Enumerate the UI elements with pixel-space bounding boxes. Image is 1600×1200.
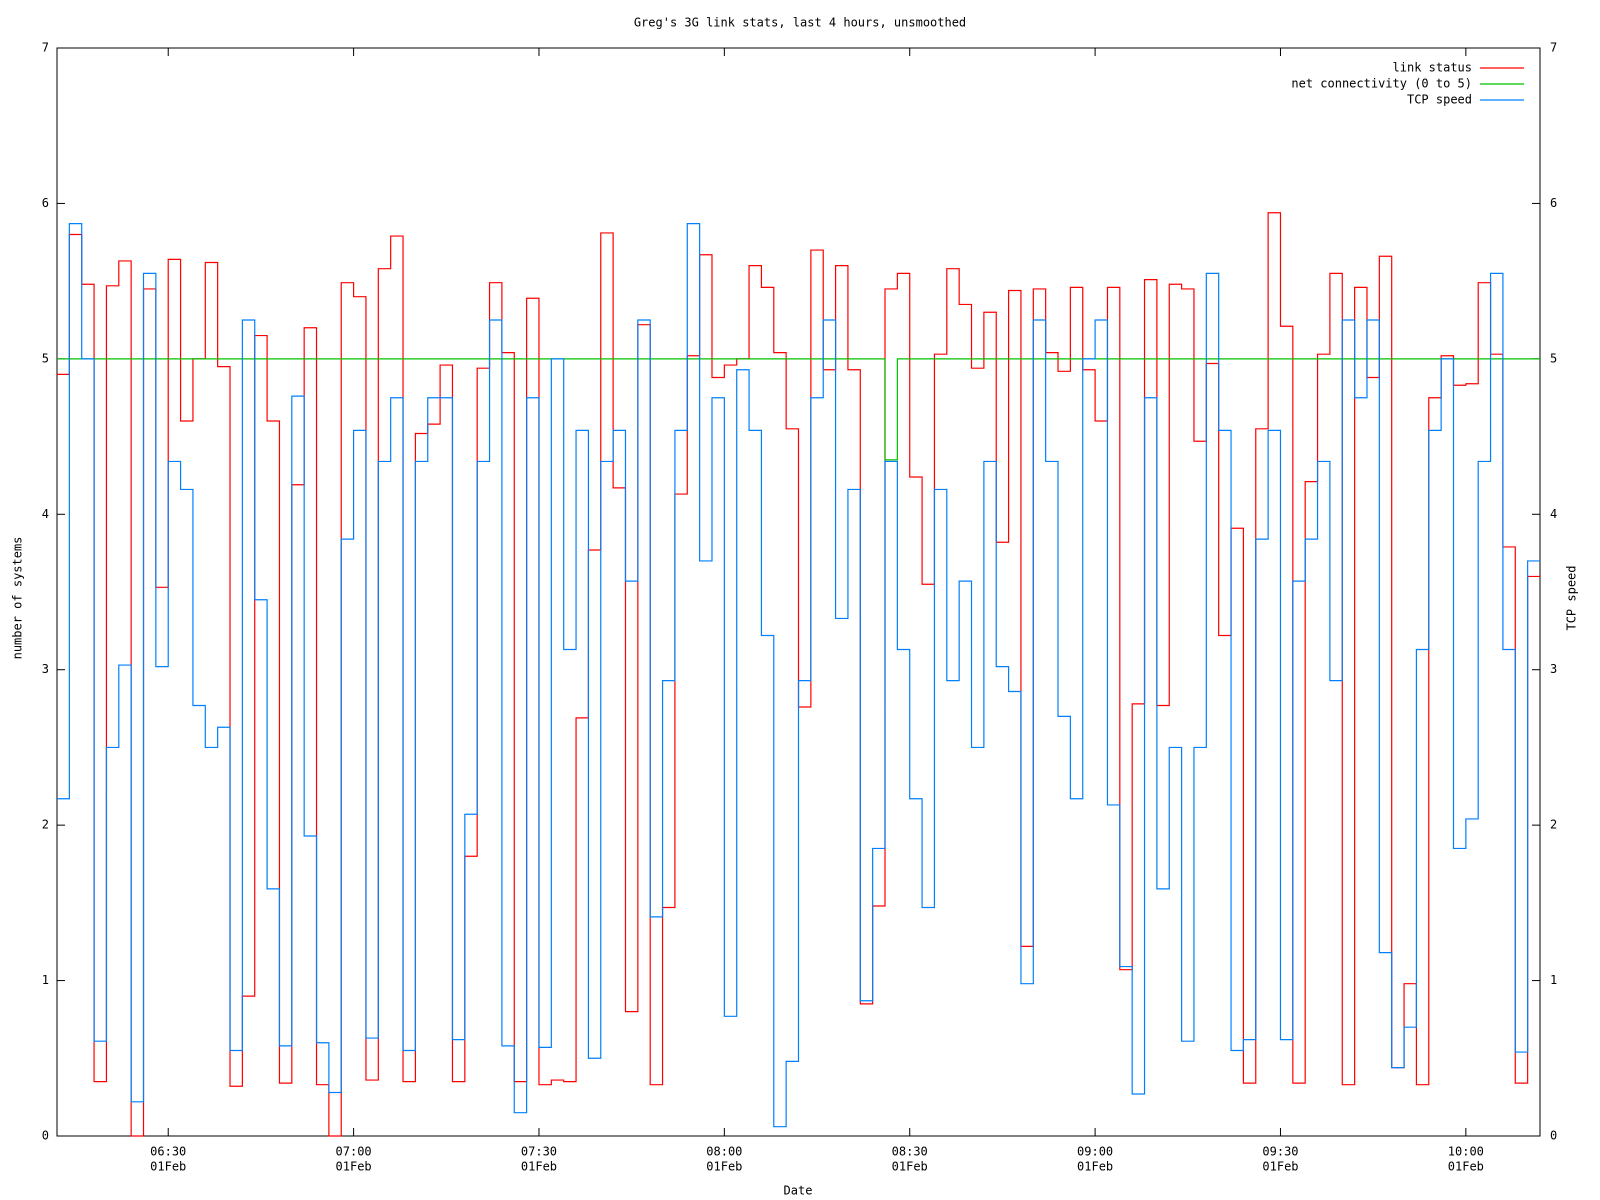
plot-frame	[56, 47, 1541, 1137]
chart-title: Greg's 3G link stats, last 4 hours, unsm…	[634, 16, 966, 30]
legend-label: TCP speed	[1407, 93, 1472, 107]
y2-tick-label: 4	[1550, 507, 1557, 521]
y2-tick-label: 1	[1550, 973, 1557, 987]
y2-tick-label: 6	[1550, 196, 1557, 210]
y2-tick-label: 5	[1550, 351, 1557, 365]
y2-tick-label: 3	[1550, 662, 1557, 676]
x-tick-label: 08:30	[892, 1145, 928, 1159]
x-tick-label: 06:30	[150, 1145, 186, 1159]
step-line	[57, 223, 1540, 1128]
y2-axis-label: TCP speed	[1565, 565, 1579, 630]
x-tick-date: 01Feb	[150, 1160, 186, 1174]
step-line	[57, 358, 1540, 461]
x-tick-label: 09:30	[1262, 1145, 1298, 1159]
y2-tick-label: 2	[1550, 818, 1557, 832]
x-tick-date: 01Feb	[892, 1160, 928, 1174]
y-tick-label: 5	[42, 351, 49, 365]
x-tick-label: 07:30	[521, 1145, 557, 1159]
y-tick-label: 4	[42, 507, 49, 521]
x-tick-date: 01Feb	[1077, 1160, 1113, 1174]
x-axis-label: Date	[784, 1184, 813, 1198]
y-tick-label: 0	[42, 1129, 49, 1143]
x-tick-date: 01Feb	[706, 1160, 742, 1174]
x-tick-label: 08:00	[706, 1145, 742, 1159]
step-line	[57, 212, 1540, 1137]
y-axis-label: number of systems	[11, 537, 25, 660]
y-tick-label: 3	[42, 662, 49, 676]
x-tick-date: 01Feb	[1448, 1160, 1484, 1174]
x-tick-label: 10:00	[1448, 1145, 1484, 1159]
legend-label: net connectivity (0 to 5)	[1291, 77, 1472, 91]
y-tick-label: 2	[42, 818, 49, 832]
x-tick-date: 01Feb	[521, 1160, 557, 1174]
legend-label: link status	[1393, 61, 1472, 75]
x-tick-label: 07:00	[336, 1145, 372, 1159]
y-tick-label: 7	[42, 41, 49, 55]
x-tick-date: 01Feb	[336, 1160, 372, 1174]
y2-tick-label: 0	[1550, 1129, 1557, 1143]
y2-tick-label: 7	[1550, 41, 1557, 55]
y-tick-label: 6	[42, 196, 49, 210]
x-tick-date: 01Feb	[1262, 1160, 1298, 1174]
y-tick-label: 1	[42, 973, 49, 987]
x-tick-label: 09:00	[1077, 1145, 1113, 1159]
